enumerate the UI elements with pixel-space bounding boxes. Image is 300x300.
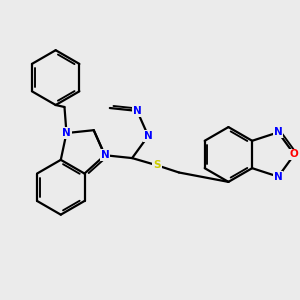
- Text: S: S: [153, 160, 161, 170]
- Text: N: N: [274, 127, 283, 137]
- Text: N: N: [100, 150, 109, 160]
- Text: N: N: [274, 172, 283, 182]
- Text: N: N: [133, 106, 142, 116]
- Text: O: O: [290, 149, 299, 160]
- Text: N: N: [144, 131, 153, 141]
- Text: N: N: [62, 128, 71, 138]
